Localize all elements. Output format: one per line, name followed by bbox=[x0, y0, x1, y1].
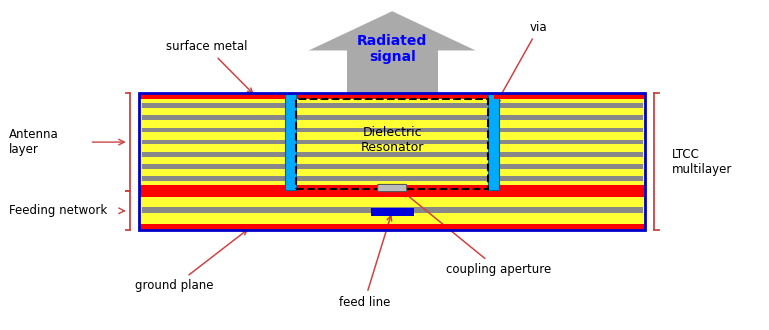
Bar bbox=[141, 103, 643, 108]
Bar bbox=[139, 191, 645, 197]
Text: via: via bbox=[496, 21, 548, 104]
Text: Radiated
signal: Radiated signal bbox=[357, 34, 428, 64]
Text: feed line: feed line bbox=[338, 216, 391, 309]
Bar bbox=[141, 152, 643, 157]
Bar bbox=[139, 93, 645, 191]
Bar bbox=[139, 191, 645, 230]
Text: LTCC
multilayer: LTCC multilayer bbox=[672, 148, 732, 176]
Bar bbox=[139, 224, 645, 230]
FancyBboxPatch shape bbox=[378, 184, 407, 192]
Bar bbox=[139, 93, 645, 230]
Text: Antenna
layer: Antenna layer bbox=[9, 128, 58, 156]
Bar bbox=[139, 185, 645, 191]
Bar bbox=[296, 99, 488, 189]
Polygon shape bbox=[308, 11, 475, 50]
Bar bbox=[141, 128, 643, 132]
Bar bbox=[141, 207, 643, 213]
Text: Feeding network: Feeding network bbox=[9, 204, 108, 217]
Bar bbox=[494, 93, 531, 99]
Bar bbox=[141, 164, 643, 169]
Bar bbox=[488, 94, 499, 190]
Bar bbox=[243, 93, 281, 99]
Bar bbox=[141, 115, 643, 120]
Bar bbox=[139, 93, 645, 99]
Text: ground plane: ground plane bbox=[135, 230, 247, 292]
Text: coupling aperture: coupling aperture bbox=[404, 192, 551, 276]
Bar bbox=[141, 176, 643, 181]
Bar bbox=[347, 50, 438, 93]
Bar bbox=[141, 140, 643, 145]
Text: surface metal: surface metal bbox=[166, 41, 252, 93]
Bar bbox=[285, 94, 296, 190]
Text: Dielectric
Resonator: Dielectric Resonator bbox=[361, 126, 424, 154]
Bar bbox=[371, 208, 414, 215]
